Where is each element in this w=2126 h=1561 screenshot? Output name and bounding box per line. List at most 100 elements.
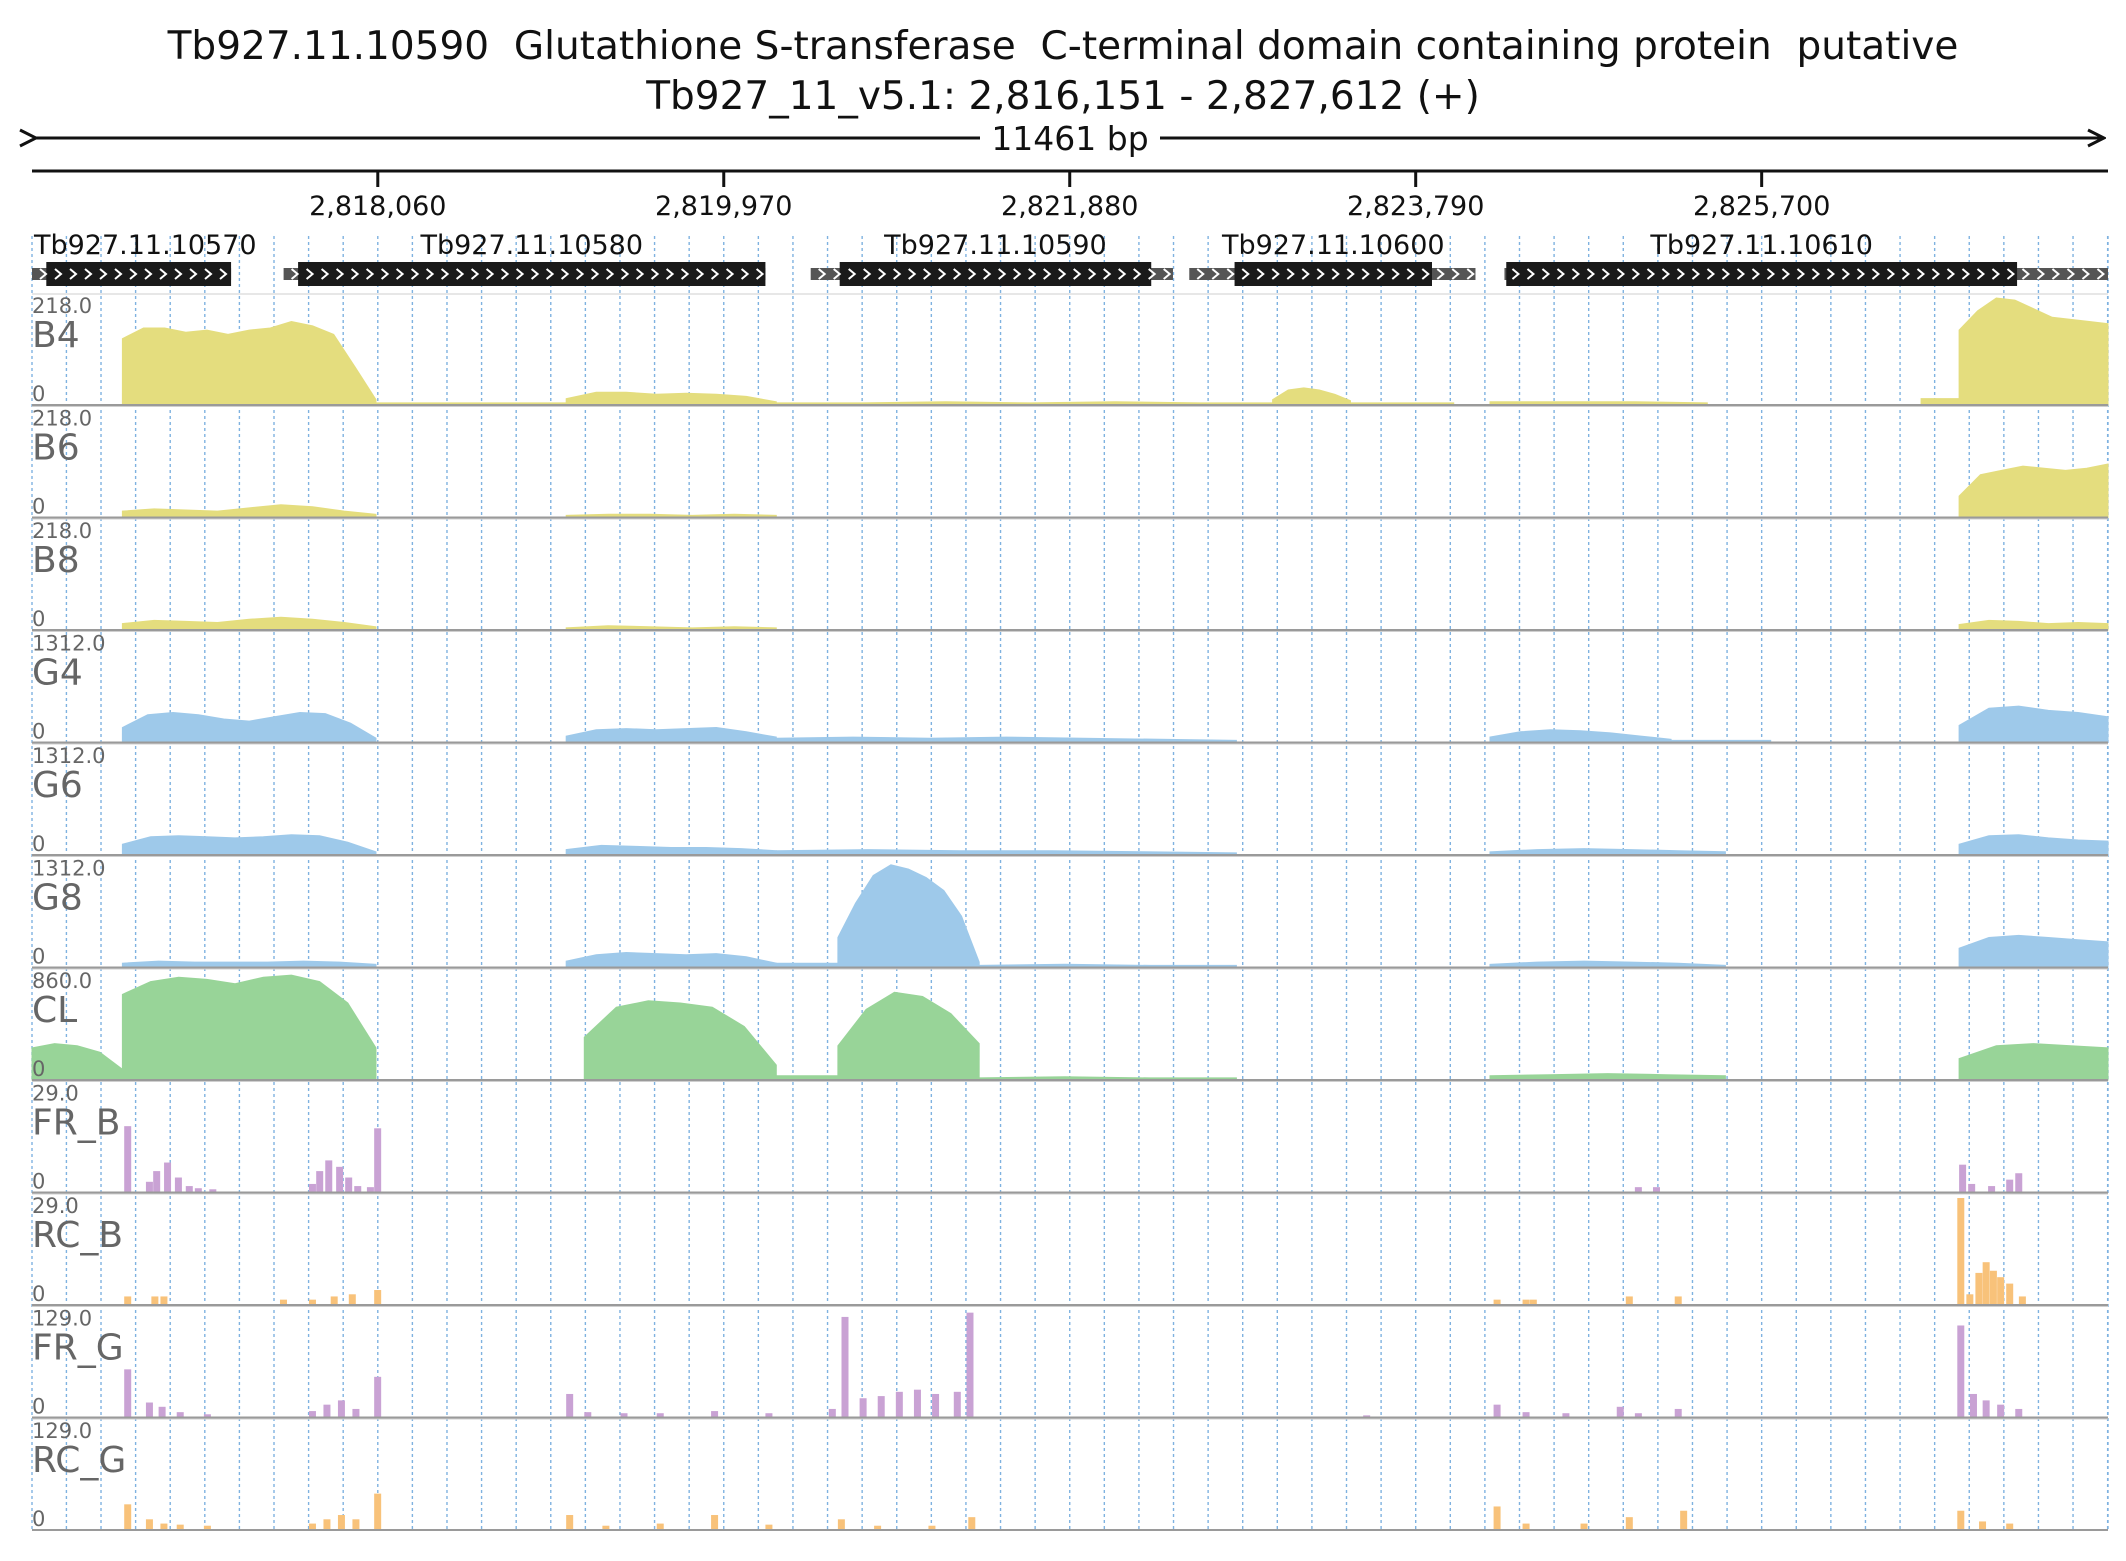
chevron-right-icon [2036, 268, 2046, 280]
coverage-bar [352, 1519, 360, 1530]
gene-cds [1506, 262, 2018, 286]
coverage-bar [566, 1393, 574, 1418]
span-indicator: 11461 bp [36, 119, 2104, 158]
chart-subtitle: Tb927_11_v5.1: 2,816,151 - 2,827,612 (+) [646, 74, 1480, 119]
coverage-bar [374, 1128, 382, 1193]
chevron-right-icon [1751, 268, 1761, 280]
coordinate-ticks: 2,818,060 2,819,970 2,821,880 2,823,790 2,82… [309, 171, 1830, 222]
coverage-area [1489, 848, 1726, 856]
chevron-right-icon [350, 268, 360, 280]
track-min-label: 0 [32, 1507, 45, 1531]
track-RC_G: 129.0RC_G 0 [32, 1418, 2108, 1531]
coverage-bar [1652, 1187, 1660, 1193]
gene-annotation-track: Tb927.11.10570 Tb927.11.10580 Tb927.11.105… [32, 230, 2108, 286]
coverage-bar [1493, 1404, 1501, 1418]
coverage-bar [1982, 1262, 1990, 1305]
coverage-bar [337, 1515, 345, 1530]
tick-label: 2,821,880 [1001, 191, 1138, 222]
strand-arrows [290, 268, 765, 280]
coverage-bar [584, 1412, 592, 1418]
coverage-bar [124, 1369, 132, 1418]
chevron-right-icon [2006, 268, 2016, 280]
chevron-right-icon [1211, 268, 1220, 280]
coverage-bar [153, 1171, 161, 1193]
track-min-label: 0 [32, 945, 45, 969]
chevron-right-icon [1331, 268, 1340, 280]
chevron-right-icon [1196, 268, 1205, 280]
coverage-bar [2006, 1179, 2014, 1193]
track-name-label: G6 [32, 765, 83, 806]
coverage-bar [176, 1412, 184, 1418]
track-max-label: 218.0 [32, 294, 92, 318]
chevron-right-icon [440, 268, 450, 280]
coverage-area [121, 504, 377, 518]
coverage-bar [711, 1515, 719, 1530]
chevron-right-icon [1556, 268, 1566, 280]
coverage-bar [566, 1515, 574, 1530]
coverage-bar [841, 1316, 849, 1418]
coverage-bar [859, 1398, 867, 1418]
coverage-bar [953, 1391, 961, 1418]
coverage-bar [913, 1389, 921, 1418]
chevron-right-icon [1871, 268, 1881, 280]
track-min-label: 0 [32, 832, 45, 856]
coverage-bar [308, 1523, 316, 1530]
coverage-bar [602, 1525, 610, 1530]
chevron-right-icon [635, 268, 645, 280]
coverage-area [121, 320, 377, 406]
coverage-area [1958, 619, 2109, 631]
track-B4: 218.0B4 0 [32, 293, 2109, 406]
chevron-right-icon [305, 268, 315, 280]
chevron-right-icon [818, 268, 827, 280]
coverage-area [583, 1000, 777, 1081]
coverage-bar [352, 1408, 360, 1418]
chevron-right-icon [1271, 268, 1280, 280]
track-max-label: 29.0 [32, 1194, 79, 1218]
chevron-right-icon [878, 268, 887, 280]
chevron-right-icon [1676, 268, 1686, 280]
chevron-right-icon [1436, 268, 1445, 280]
coverage-bar [374, 1376, 382, 1418]
chevron-right-icon [1571, 268, 1581, 280]
coverage-area [1958, 834, 2109, 856]
coverage-bar [316, 1171, 324, 1193]
track-FR_G: 129.0FR_G 0 [32, 1306, 2108, 1419]
chevron-right-icon [39, 268, 48, 280]
chevron-right-icon [923, 268, 932, 280]
chevron-right-icon [1421, 268, 1430, 280]
track-max-label: 1312.0 [32, 857, 105, 881]
coverage-bar [145, 1519, 153, 1530]
coverage-bar [874, 1525, 882, 1530]
chevron-right-icon [1466, 268, 1475, 280]
track-min-label: 0 [32, 720, 45, 744]
chevron-right-icon [998, 268, 1007, 280]
track-min-label: 0 [32, 1057, 45, 1081]
track-G6: 1312.0G6 0 [32, 743, 2109, 856]
coverage-area [121, 711, 377, 743]
chevron-right-icon [530, 268, 540, 280]
chevron-right-icon [335, 268, 345, 280]
coverage-bar [164, 1162, 172, 1193]
chevron-right-icon [129, 268, 138, 280]
coverage-bar [1979, 1521, 1987, 1530]
chevron-right-icon [54, 268, 63, 280]
track-max-label: 29.0 [32, 1082, 79, 1106]
chevron-right-icon [485, 268, 495, 280]
chevron-right-icon [320, 268, 330, 280]
gene-Tb927.11.10570: Tb927.11.10570 [32, 230, 257, 286]
track-name-label: RC_B [32, 1215, 123, 1256]
chevron-right-icon [2081, 268, 2091, 280]
coverage-bar [1988, 1186, 1996, 1193]
coverage-bar [145, 1402, 153, 1418]
chevron-right-icon [1526, 268, 1536, 280]
chevron-right-icon [1736, 268, 1746, 280]
chevron-right-icon [189, 268, 198, 280]
chevron-right-icon [1346, 268, 1355, 280]
chevron-right-icon [470, 268, 480, 280]
coverage-bar [1562, 1413, 1570, 1418]
coverage-area [121, 960, 377, 968]
chevron-right-icon [1961, 268, 1971, 280]
coverage-bar [1674, 1408, 1682, 1418]
coverage-bar [1522, 1523, 1530, 1530]
